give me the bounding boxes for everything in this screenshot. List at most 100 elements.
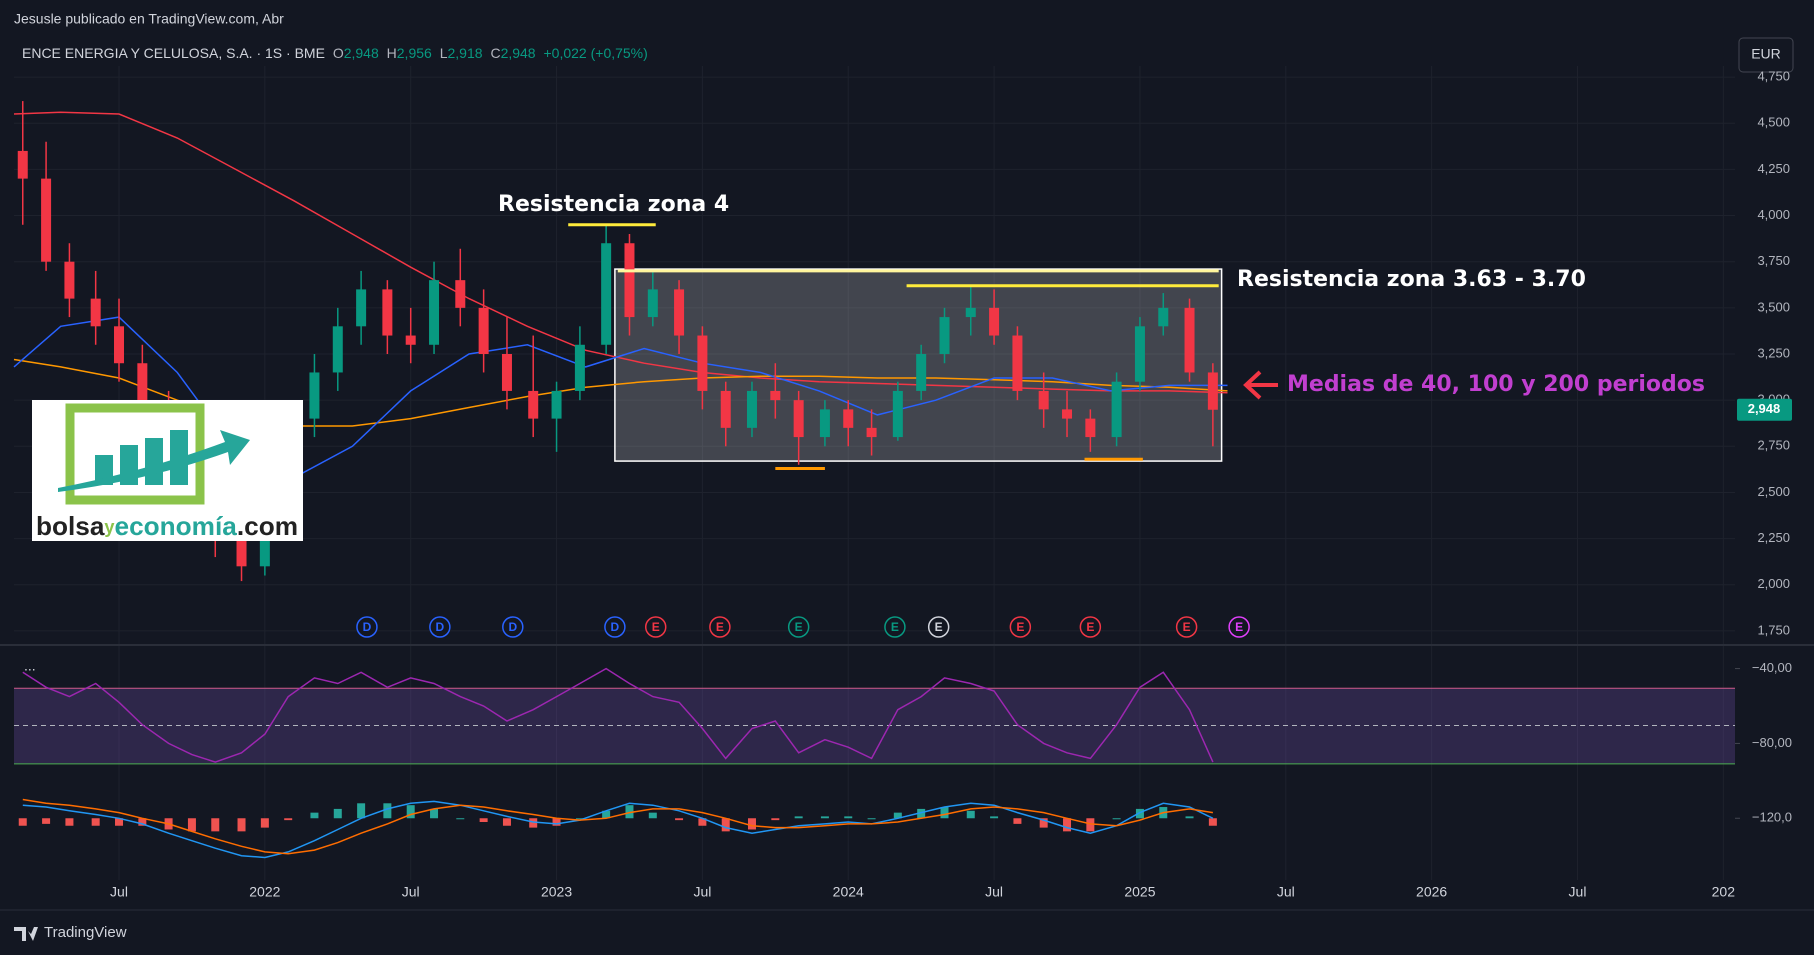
currency-button[interactable] bbox=[1738, 37, 1794, 73]
event-marker bbox=[884, 616, 906, 638]
y-tick-label: −40,00 bbox=[1752, 660, 1792, 675]
last-price-tag bbox=[1737, 398, 1792, 421]
candle-body bbox=[1184, 307, 1195, 373]
histogram-bar bbox=[383, 803, 392, 819]
candle-body bbox=[41, 178, 52, 262]
histogram-bar bbox=[1013, 818, 1022, 824]
histogram-bar bbox=[65, 818, 74, 826]
histogram-bar bbox=[260, 818, 269, 828]
histogram-bar bbox=[456, 818, 465, 820]
event-label: D bbox=[508, 620, 517, 634]
histogram-bar bbox=[237, 818, 246, 832]
candle-body bbox=[647, 289, 658, 318]
histogram-bar bbox=[844, 816, 853, 819]
candle-body bbox=[574, 344, 585, 391]
candle-body bbox=[746, 390, 757, 428]
histogram-bar bbox=[430, 808, 439, 819]
histogram-bar bbox=[284, 818, 293, 821]
event-marker bbox=[927, 616, 950, 638]
x-tick-label: 2023 bbox=[541, 884, 572, 900]
y-tick-label: −120,0 bbox=[1752, 810, 1792, 825]
footer-brand: TradingView bbox=[44, 924, 127, 941]
candle-body bbox=[1134, 326, 1145, 382]
candle-body bbox=[624, 243, 635, 318]
x-tick-label: 2025 bbox=[1124, 884, 1155, 900]
histogram-bar bbox=[771, 818, 780, 821]
histogram-bar bbox=[917, 808, 926, 819]
candle-body bbox=[17, 150, 28, 179]
histogram-bar bbox=[1086, 818, 1095, 832]
logo-part: .com bbox=[237, 511, 298, 541]
logo-part: economía bbox=[115, 511, 238, 541]
candle-body bbox=[309, 372, 320, 419]
logo-part: bolsa bbox=[36, 511, 105, 541]
event-label: E bbox=[795, 620, 803, 634]
brand-icon bbox=[14, 927, 38, 941]
x-tick-label: Jul bbox=[1277, 884, 1295, 900]
x-tick-label: 202 bbox=[1712, 884, 1736, 900]
event-label: D bbox=[611, 620, 620, 634]
event-label: D bbox=[436, 620, 445, 634]
histogram-bar bbox=[42, 818, 51, 824]
y-tick-label: −80,00 bbox=[1752, 735, 1792, 750]
histogram-bar bbox=[1185, 816, 1194, 819]
histogram-bar bbox=[552, 818, 561, 826]
y-tick-label: 3,250 bbox=[1757, 345, 1790, 360]
currency[interactable]: EUR bbox=[1751, 46, 1781, 62]
event-label: E bbox=[891, 620, 899, 634]
ohlc-name: L bbox=[440, 45, 448, 61]
event-marker bbox=[356, 616, 378, 638]
x-tick-label: Jul bbox=[402, 884, 420, 900]
histogram-bar bbox=[990, 816, 999, 819]
candle-body bbox=[528, 390, 539, 419]
y-tick-label: 2,000 bbox=[1757, 576, 1790, 591]
event-marker bbox=[1009, 616, 1032, 638]
candle-body bbox=[916, 354, 927, 391]
ohlc-value: 2,948 bbox=[501, 45, 536, 61]
x-tick-label: Jul bbox=[693, 884, 711, 900]
indicator-line bbox=[22, 798, 1214, 855]
x-tick-label: 2022 bbox=[249, 884, 280, 900]
histogram-bar bbox=[1135, 808, 1144, 819]
event-marker bbox=[429, 616, 451, 638]
candle-body bbox=[1158, 307, 1169, 327]
candle-body bbox=[720, 390, 731, 428]
candle-body bbox=[793, 400, 804, 438]
candle-body bbox=[674, 289, 685, 336]
event-marker bbox=[709, 616, 731, 638]
event-label: E bbox=[652, 620, 660, 634]
ohlc-name: C bbox=[490, 45, 500, 61]
histogram-bar bbox=[357, 803, 366, 819]
event-label: E bbox=[1086, 620, 1094, 634]
y-tick-label: 4,250 bbox=[1757, 161, 1790, 176]
y-tick-label: 4,500 bbox=[1757, 115, 1790, 130]
candle-body bbox=[332, 326, 343, 373]
x-tick-label: 2024 bbox=[833, 884, 864, 900]
annotation: Resistencia zona 3.63 - 3.70 bbox=[1237, 267, 1586, 292]
event-label: E bbox=[935, 620, 943, 634]
histogram-bar bbox=[648, 812, 657, 819]
event-label: E bbox=[1235, 620, 1243, 634]
histogram-bar bbox=[1039, 818, 1048, 828]
indicator-menu[interactable]: ... bbox=[24, 658, 36, 674]
moving-average bbox=[13, 111, 1228, 394]
candle-body bbox=[501, 354, 512, 391]
event-marker bbox=[787, 616, 810, 638]
candle-body bbox=[1111, 381, 1122, 438]
symbol-title: ENCE ENERGIA Y CELULOSA, S.A. · 1S · BME bbox=[22, 45, 325, 61]
ohlc-value: 2,956 bbox=[397, 45, 432, 61]
histogram-bar bbox=[893, 812, 902, 819]
candle-body bbox=[455, 280, 466, 308]
histogram-bar bbox=[602, 810, 611, 819]
histogram-bar bbox=[966, 810, 975, 819]
indicator-line bbox=[22, 667, 1214, 763]
histogram-bar bbox=[721, 818, 730, 832]
event-label: D bbox=[363, 620, 372, 634]
candle-body bbox=[866, 427, 877, 438]
event-marker bbox=[1175, 616, 1198, 638]
logo-part: y bbox=[104, 517, 114, 537]
arrow bbox=[1243, 370, 1278, 400]
x-tick-label: 2026 bbox=[1416, 884, 1447, 900]
